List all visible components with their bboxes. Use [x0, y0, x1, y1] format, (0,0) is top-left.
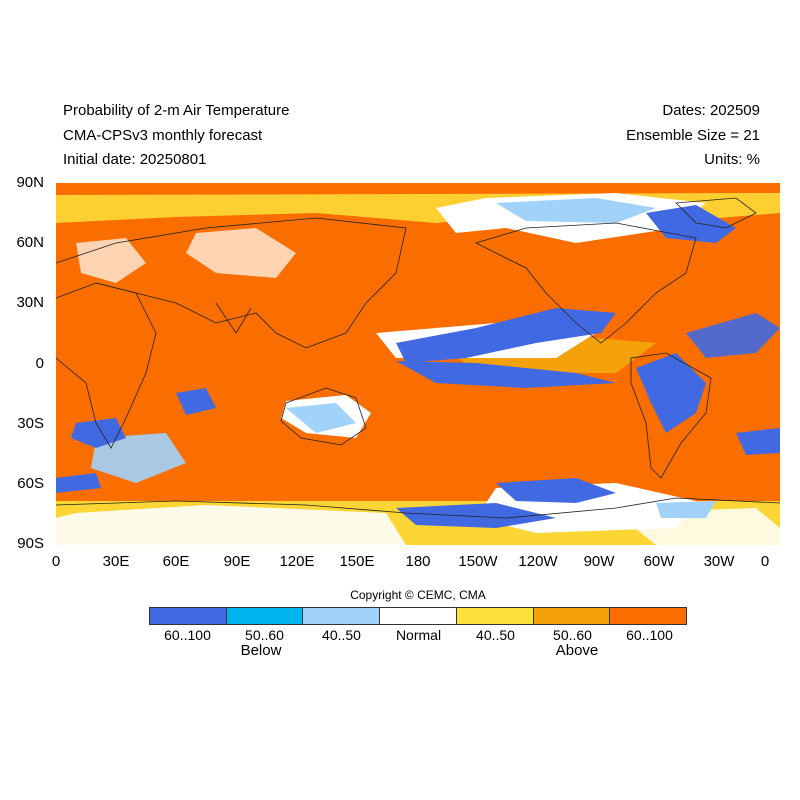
legend-swatch-above-60-100: [610, 608, 687, 624]
legend-label-above-60-100: 60..100: [626, 627, 673, 643]
copyright-notice: Copyright © CEMC, CMA: [350, 588, 486, 602]
lon-label-120e: 120E: [279, 553, 315, 570]
probability-map: [56, 183, 780, 545]
lon-label-120w: 120W: [518, 553, 558, 570]
legend-label-above-40-50: 40..50: [476, 627, 515, 643]
forecast-dates: Dates: 202509: [662, 102, 760, 119]
legend-label-below-50-60: 50..60: [245, 627, 284, 643]
lat-label-90n: 90N: [16, 174, 44, 191]
lon-label-30w: 30W: [703, 553, 735, 570]
coastlines: [56, 197, 780, 519]
lon-label-60w: 60W: [643, 553, 675, 570]
lon-label-60e: 60E: [162, 553, 190, 570]
legend-swatch-below-50-60: [226, 608, 304, 624]
map-title: Probability of 2-m Air Temperature: [63, 102, 290, 119]
lon-label-90e: 90E: [223, 553, 251, 570]
initial-date: Initial date: 20250801: [63, 151, 207, 168]
legend-label-below-40-50: 40..50: [322, 627, 361, 643]
lon-label-0: 0: [51, 553, 61, 570]
lon-label-150e: 150E: [339, 553, 375, 570]
legend-group-below: Below: [240, 642, 282, 659]
lat-label-30s: 30S: [17, 415, 44, 432]
lat-label-60s: 60S: [17, 475, 44, 492]
legend-label-normal: Normal: [395, 627, 442, 643]
lon-label-30e: 30E: [102, 553, 130, 570]
ensemble-size: Ensemble Size = 21: [626, 127, 760, 144]
lon-label-150w: 150W: [458, 553, 498, 570]
below-strong-areas: [56, 205, 780, 528]
map-canvas: [56, 183, 780, 545]
legend-label-above-50-60: 50..60: [553, 627, 592, 643]
lat-label-90s: 90S: [17, 535, 44, 552]
units: Units: %: [704, 151, 760, 168]
lon-label-180: 180: [405, 553, 431, 570]
lon-label-0-end: 0: [760, 553, 770, 570]
lat-label-60n: 60N: [16, 234, 44, 251]
legend-swatch-above-40-50: [456, 608, 534, 624]
color-legend: [149, 607, 687, 625]
lat-label-0: 0: [35, 355, 44, 372]
legend-swatch-below-60-100: [150, 608, 227, 624]
legend-swatch-normal: [380, 608, 457, 624]
legend-swatch-below-40-50: [303, 608, 381, 624]
legend-group-above: Above: [555, 642, 599, 659]
model-name: CMA-CPSv3 monthly forecast: [63, 127, 263, 144]
lon-label-90w: 90W: [583, 553, 615, 570]
lat-label-30n: 30N: [16, 294, 44, 311]
below-weak-areas: [91, 198, 716, 518]
legend-swatch-above-50-60: [533, 608, 611, 624]
legend-label-below-60-100: 60..100: [164, 627, 211, 643]
